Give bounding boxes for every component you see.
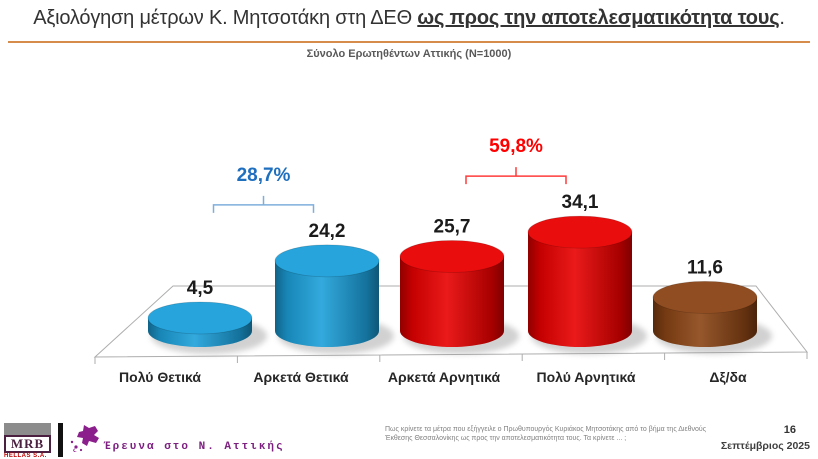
bar-value-label: 34,1 (562, 192, 599, 213)
slide-title-emphasis: ως προς την αποτελεσματικότητα τους (417, 7, 780, 29)
slide-title: Αξιολόγηση μέτρων Κ. Μητσοτάκη στη ΔΕΘ ω… (0, 7, 818, 30)
category-label: Δξ/δα (709, 369, 747, 385)
slide-date: Σεπτέμβριος 2025 (720, 440, 810, 452)
group-total-label: 28,7% (237, 165, 291, 186)
slide-title-period: . (779, 7, 785, 29)
bar-cylinder-top (274, 244, 380, 278)
chart-subtitle: Σύνολο Ερωτηθέντων Αττικής (N=1000) (306, 48, 512, 60)
category-label: Αρκετά Αρνητικά (388, 369, 501, 385)
mrb-logo-brand: MRB (4, 435, 51, 453)
footer-divider-bar (58, 423, 63, 457)
survey-question-line1: Πως κρίνετε τα μέτρα που εξήγγειλε ο Πρω… (385, 426, 707, 433)
bar-value-label: 4,5 (187, 278, 214, 299)
attica-map-icon (70, 425, 99, 452)
page-number: 16 (783, 424, 796, 436)
category-label: Αρκετά Θετικά (253, 369, 349, 385)
group-total-label: 59,8% (489, 136, 543, 157)
slide-title-regular: Αξιολόγηση μέτρων Κ. Μητσοτάκη στη ΔΕΘ (33, 7, 418, 29)
survey-region-label: Έρευνα στο Ν. Αττικής (104, 441, 285, 453)
category-label: Πολύ Θετικά (119, 369, 201, 385)
bar-chart-svg: 4,5 24,2 25,7 34,1 11,6 28,7% 59,8% Πολύ Θετικά… (93, 136, 809, 385)
bar-cylinder-top (652, 280, 758, 314)
group-bracket (465, 167, 567, 185)
survey-question-line2: Έκθεσης Θεσσαλονίκης ως προς την αποτελε… (385, 435, 627, 442)
title-divider-rule (8, 41, 810, 43)
group-bracket (212, 195, 315, 213)
mrb-logo-subtext: HELLAS S.A. (4, 453, 47, 459)
bar-value-label: 25,7 (434, 216, 471, 237)
mrb-logo-top-bar (4, 423, 51, 435)
bar-cylinder-top (527, 215, 633, 249)
bar-cylinder-top (147, 301, 253, 335)
mrb-logo: MRB HELLAS S.A. (2, 423, 56, 459)
category-label: Πολύ Αρνητικά (537, 369, 636, 385)
bar-value-label: 24,2 (309, 221, 346, 242)
bar-cylinder-body (528, 232, 632, 331)
bar-cylinder-top (399, 240, 505, 273)
survey-question-text: Πως κρίνετε τα μέτρα που εξήγγειλε ο Πρω… (385, 425, 730, 443)
bar-value-label: 11,6 (687, 257, 723, 278)
